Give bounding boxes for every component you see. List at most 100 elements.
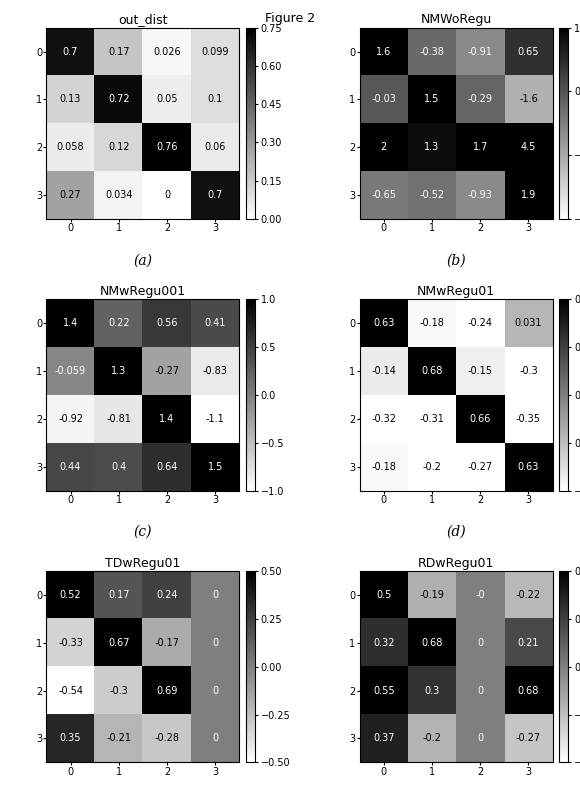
- Text: 0.17: 0.17: [108, 47, 129, 57]
- Text: 0.66: 0.66: [469, 414, 491, 424]
- Text: Figure 2: Figure 2: [265, 12, 315, 24]
- Text: 0.17: 0.17: [108, 590, 129, 600]
- Text: -0.2: -0.2: [422, 461, 441, 472]
- Text: 0.058: 0.058: [57, 142, 84, 152]
- Text: (a): (a): [133, 254, 153, 268]
- Text: -0.92: -0.92: [58, 414, 83, 424]
- Text: -0.14: -0.14: [371, 366, 396, 376]
- Text: 1.6: 1.6: [376, 47, 392, 57]
- Text: -1.1: -1.1: [206, 414, 224, 424]
- Text: 0: 0: [477, 733, 483, 743]
- Text: 0.52: 0.52: [60, 590, 81, 600]
- Text: -1.6: -1.6: [519, 94, 538, 104]
- Text: -0.18: -0.18: [371, 461, 396, 472]
- Text: 0: 0: [477, 686, 483, 696]
- Text: 0: 0: [212, 686, 218, 696]
- Text: -0.38: -0.38: [419, 47, 444, 57]
- Text: -0.33: -0.33: [58, 638, 83, 648]
- Text: 0.7: 0.7: [208, 190, 223, 200]
- Text: 1.5: 1.5: [208, 461, 223, 472]
- Text: 0.65: 0.65: [518, 47, 539, 57]
- Text: 0.3: 0.3: [425, 686, 440, 696]
- Text: 0.034: 0.034: [105, 190, 132, 200]
- Text: 0.24: 0.24: [156, 590, 177, 600]
- Text: 0.12: 0.12: [108, 142, 129, 152]
- Text: -0.03: -0.03: [371, 94, 396, 104]
- Text: 0.72: 0.72: [108, 94, 129, 104]
- Text: 1.3: 1.3: [425, 142, 440, 152]
- Text: 0.63: 0.63: [518, 461, 539, 472]
- Text: 0.5: 0.5: [376, 590, 392, 600]
- Text: 0.35: 0.35: [60, 733, 81, 743]
- Text: 1.9: 1.9: [521, 190, 536, 200]
- Title: NMWoRegu: NMWoRegu: [420, 13, 492, 27]
- Text: 0: 0: [212, 733, 218, 743]
- Text: 0.031: 0.031: [514, 318, 542, 329]
- Text: -0.27: -0.27: [516, 733, 541, 743]
- Text: 0.63: 0.63: [373, 318, 394, 329]
- Text: 0.41: 0.41: [205, 318, 226, 329]
- Text: (c): (c): [133, 525, 152, 539]
- Text: -0.65: -0.65: [371, 190, 396, 200]
- Text: 0.32: 0.32: [373, 638, 394, 648]
- Text: 0.06: 0.06: [205, 142, 226, 152]
- Text: 0.44: 0.44: [60, 461, 81, 472]
- Text: 0.68: 0.68: [421, 638, 443, 648]
- Text: -0.81: -0.81: [106, 414, 131, 424]
- Text: 0.27: 0.27: [60, 190, 81, 200]
- Text: -0.2: -0.2: [422, 733, 441, 743]
- Text: -0.3: -0.3: [519, 366, 538, 376]
- Text: -0.3: -0.3: [110, 686, 128, 696]
- Text: -0.24: -0.24: [467, 318, 492, 329]
- Text: 0: 0: [477, 638, 483, 648]
- Text: 0: 0: [212, 590, 218, 600]
- Text: 1.7: 1.7: [473, 142, 488, 152]
- Text: -0.21: -0.21: [106, 733, 131, 743]
- Text: -0.17: -0.17: [154, 638, 179, 648]
- Text: -0.27: -0.27: [467, 461, 493, 472]
- Text: 2: 2: [380, 142, 387, 152]
- Text: -0: -0: [476, 590, 485, 600]
- Text: 0.21: 0.21: [518, 638, 539, 648]
- Text: 0.05: 0.05: [156, 94, 177, 104]
- Text: -0.93: -0.93: [467, 190, 492, 200]
- Text: 0.68: 0.68: [518, 686, 539, 696]
- Text: 0.55: 0.55: [373, 686, 394, 696]
- Text: -0.31: -0.31: [419, 414, 444, 424]
- Text: 0.026: 0.026: [153, 47, 181, 57]
- Title: out_dist: out_dist: [118, 13, 168, 27]
- Text: (b): (b): [446, 254, 466, 268]
- Text: 0.4: 0.4: [111, 461, 126, 472]
- Text: -0.52: -0.52: [419, 190, 444, 200]
- Text: -0.54: -0.54: [58, 686, 83, 696]
- Text: -0.15: -0.15: [467, 366, 492, 376]
- Text: 0.68: 0.68: [421, 366, 443, 376]
- Text: -0.83: -0.83: [203, 366, 228, 376]
- Text: 1.5: 1.5: [424, 94, 440, 104]
- Text: 0.67: 0.67: [108, 638, 129, 648]
- Text: 1.3: 1.3: [111, 366, 126, 376]
- Text: -0.35: -0.35: [516, 414, 541, 424]
- Text: -0.32: -0.32: [371, 414, 396, 424]
- Text: 0.37: 0.37: [373, 733, 394, 743]
- Text: -0.18: -0.18: [419, 318, 444, 329]
- Text: -0.28: -0.28: [154, 733, 179, 743]
- Text: -0.29: -0.29: [467, 94, 492, 104]
- Text: 0: 0: [212, 638, 218, 648]
- Text: -0.22: -0.22: [516, 590, 541, 600]
- Text: 0.1: 0.1: [208, 94, 223, 104]
- Title: NMwRegu001: NMwRegu001: [100, 285, 186, 298]
- Text: 0.69: 0.69: [156, 686, 177, 696]
- Title: RDwRegu01: RDwRegu01: [418, 557, 494, 570]
- Text: -0.19: -0.19: [419, 590, 444, 600]
- Text: 0.099: 0.099: [201, 47, 229, 57]
- Text: 1.4: 1.4: [63, 318, 78, 329]
- Title: TDwRegu01: TDwRegu01: [105, 557, 180, 570]
- Text: 0.76: 0.76: [156, 142, 177, 152]
- Text: 1.4: 1.4: [160, 414, 175, 424]
- Text: 0.13: 0.13: [60, 94, 81, 104]
- Text: 0.22: 0.22: [108, 318, 129, 329]
- Text: 0.56: 0.56: [156, 318, 177, 329]
- Text: 4.5: 4.5: [521, 142, 536, 152]
- Text: (d): (d): [446, 525, 466, 539]
